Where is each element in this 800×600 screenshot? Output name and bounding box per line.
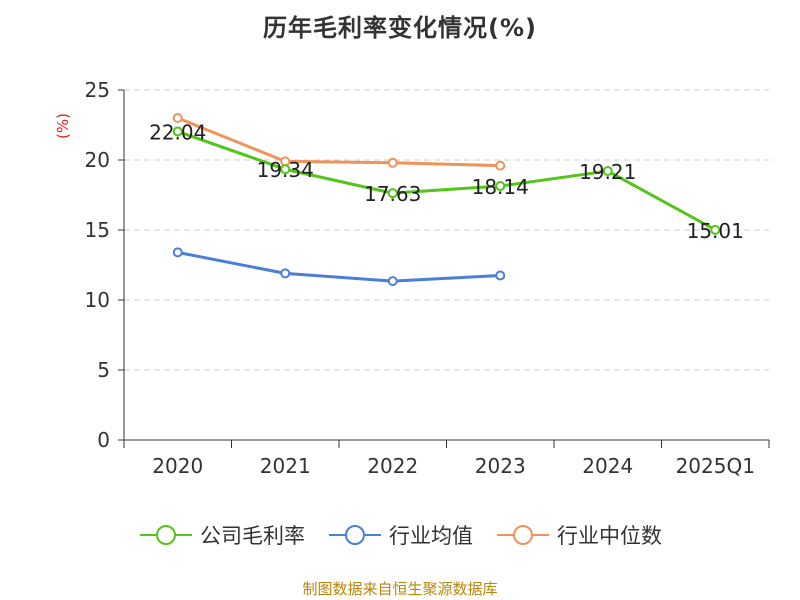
- line-circle-icon: [329, 525, 381, 545]
- legend-label: 行业中位数: [557, 524, 662, 548]
- legend-label: 行业均值: [389, 524, 473, 548]
- data-label: 22.04: [149, 120, 206, 144]
- legend-label: 公司毛利率: [200, 524, 305, 548]
- data-point[interactable]: [387, 276, 398, 287]
- line-circle-icon: [140, 525, 192, 545]
- legend-item-company-gross-margin[interactable]: 公司毛利率: [138, 520, 305, 550]
- data-point[interactable]: [172, 126, 183, 137]
- data-point[interactable]: [495, 160, 506, 171]
- source-note: 制图数据来自恒生聚源数据库: [302, 580, 498, 598]
- data-points: [172, 113, 721, 287]
- y-tick-label: 0: [97, 428, 110, 452]
- data-label: 15.01: [687, 219, 744, 243]
- axes: 0 5 10 15 20 25 2020 2021 2022 2023 2024 2025Q1: [85, 78, 770, 478]
- x-tick-label: 2022: [367, 454, 418, 478]
- data-label: 19.21: [579, 160, 636, 184]
- grid-lines: [124, 89, 769, 371]
- data-labels: 22.04 19.34 17.63 18.14 19.21 15.01: [149, 120, 744, 242]
- x-tick-label: 2025Q1: [676, 454, 755, 478]
- x-tick-label: 2020: [152, 454, 203, 478]
- data-point[interactable]: [495, 181, 506, 192]
- data-point[interactable]: [387, 157, 398, 168]
- y-tick-label: 15: [85, 218, 110, 242]
- data-point[interactable]: [387, 188, 398, 199]
- legend: 公司毛利率 行业均值 行业中位数: [0, 520, 800, 550]
- data-point[interactable]: [172, 247, 183, 258]
- series-line: [177, 116, 501, 168]
- y-tick-label: 5: [97, 358, 110, 382]
- data-point[interactable]: [280, 268, 291, 279]
- x-tick-label: 2023: [475, 454, 526, 478]
- data-label: 17.63: [364, 182, 421, 206]
- y-axis-unit: (%): [54, 113, 72, 139]
- y-tick-label: 25: [85, 78, 110, 102]
- y-tick-label: 20: [85, 148, 110, 172]
- data-label: 18.14: [472, 175, 529, 199]
- y-tick-label: 10: [85, 288, 110, 312]
- data-point[interactable]: [602, 166, 613, 177]
- series-line: [177, 130, 716, 232]
- data-point[interactable]: [280, 164, 291, 175]
- legend-item-industry-average[interactable]: 行业均值: [327, 520, 473, 550]
- series-line: [177, 250, 501, 283]
- series-lines: [177, 116, 716, 283]
- data-label: 19.34: [257, 158, 314, 182]
- x-tick-label: 2024: [582, 454, 633, 478]
- x-tick-label: 2021: [260, 454, 311, 478]
- chart-title: 历年毛利率变化情况(%): [263, 14, 537, 42]
- data-point[interactable]: [495, 270, 506, 281]
- data-point[interactable]: [172, 113, 183, 123]
- data-point[interactable]: [710, 224, 721, 235]
- line-circle-icon: [497, 525, 549, 545]
- legend-item-industry-median[interactable]: 行业中位数: [495, 520, 662, 550]
